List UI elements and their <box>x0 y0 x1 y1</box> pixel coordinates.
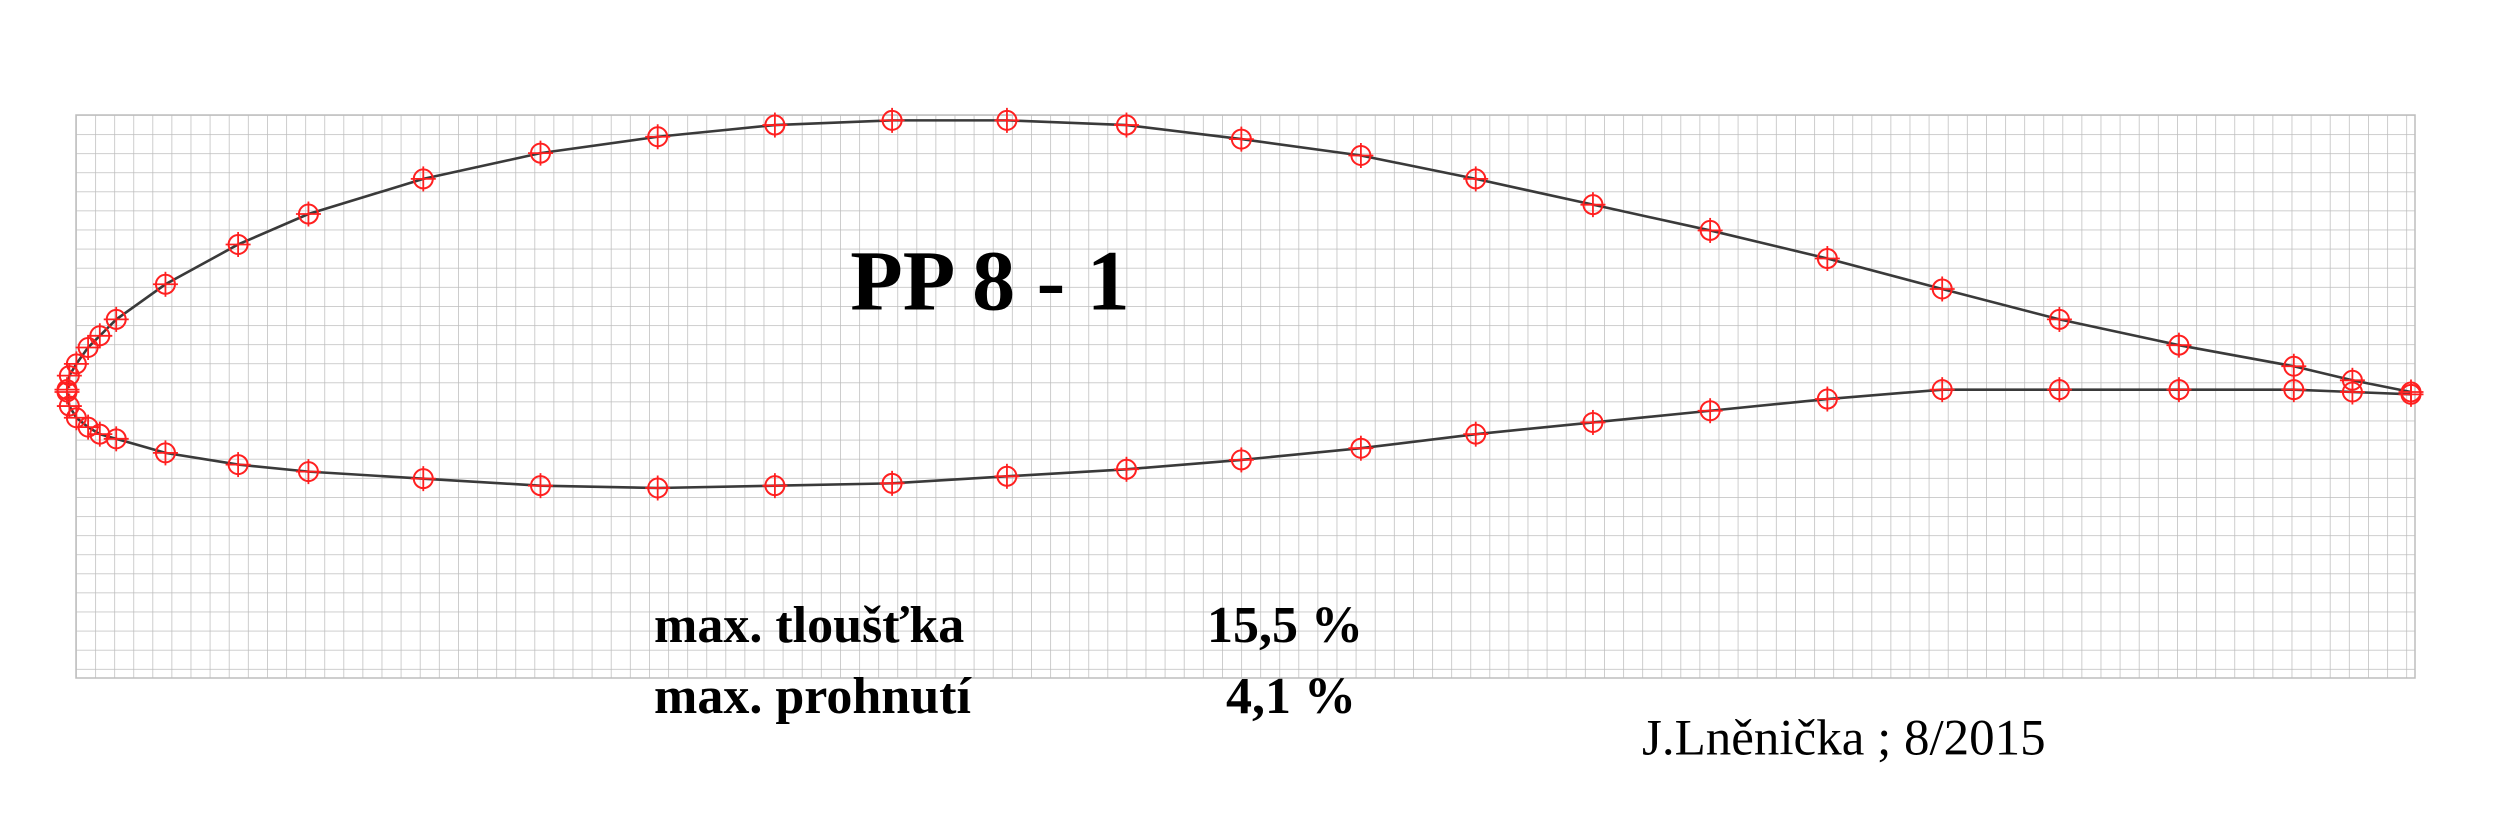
point-marker <box>2166 377 2192 403</box>
annotation: 15,5 % <box>1207 597 1363 654</box>
point-marker <box>2166 332 2192 358</box>
point-marker <box>1697 398 1723 424</box>
annotation: max. prohnutí <box>654 668 972 725</box>
point-marker <box>2281 377 2307 403</box>
point-marker <box>1228 126 1254 152</box>
point-marker <box>1580 192 1606 218</box>
point-marker <box>994 463 1020 489</box>
point-marker <box>152 271 178 297</box>
point-marker <box>1580 409 1606 435</box>
grid <box>75 114 2416 679</box>
point-marker <box>75 335 101 361</box>
point-marker <box>152 440 178 466</box>
point-marker <box>1348 435 1374 461</box>
point-marker <box>2339 379 2365 405</box>
point-marker <box>1113 112 1139 138</box>
point-marker <box>87 323 113 349</box>
point-marker <box>225 231 251 257</box>
point-marker <box>295 459 321 485</box>
point-marker <box>103 426 129 452</box>
point-marker <box>63 351 89 377</box>
point-marker <box>1348 142 1374 168</box>
point-marker <box>75 414 101 440</box>
point-marker <box>410 166 436 192</box>
point-marker <box>1814 246 1840 272</box>
point-marker <box>527 473 553 499</box>
point-marker <box>2046 306 2072 332</box>
grid-cells <box>75 114 2416 679</box>
point-marker <box>879 470 905 496</box>
point-marker <box>1929 276 1955 302</box>
point-marker <box>56 393 82 419</box>
point-marker <box>762 473 788 499</box>
point-marker <box>56 363 82 389</box>
point-marker <box>410 466 436 492</box>
point-marker <box>103 306 129 332</box>
point-marker <box>2398 381 2424 407</box>
point-marker <box>1463 166 1489 192</box>
profile-line <box>65 119 2412 394</box>
point-marker <box>1228 447 1254 473</box>
point-marker <box>527 140 553 166</box>
point-marker <box>2046 377 2072 403</box>
point-marker <box>54 379 80 405</box>
chart-title: PP 8 - 1 <box>850 233 1129 329</box>
point-marker <box>994 107 1020 133</box>
point-marker <box>879 107 905 133</box>
point-marker <box>295 201 321 227</box>
point-marker <box>762 112 788 138</box>
author-note: J.Lněnička ; 8/2015 <box>1642 711 2046 767</box>
plot-area <box>54 107 2424 501</box>
point-marker <box>1929 377 1955 403</box>
point-marker <box>1814 386 1840 412</box>
point-marker <box>1697 217 1723 243</box>
annotation: max. tloušťka <box>654 597 964 654</box>
point-marker <box>645 124 671 150</box>
annotation: 4,1 % <box>1226 668 1356 725</box>
point-marker <box>2281 353 2307 379</box>
point-marker <box>1113 456 1139 482</box>
point-marker <box>225 452 251 478</box>
point-marker <box>1463 421 1489 447</box>
point-marker <box>645 475 671 501</box>
